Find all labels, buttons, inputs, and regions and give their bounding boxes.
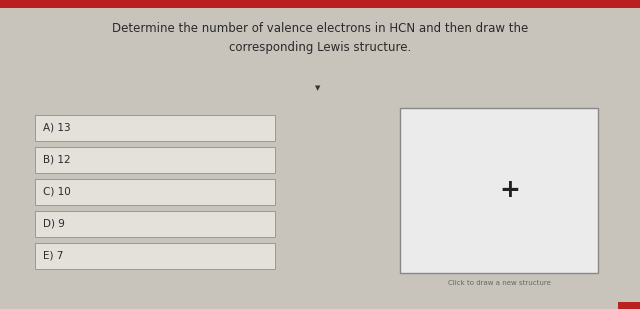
Text: ▼: ▼: [316, 85, 321, 91]
Text: Click to draw a new structure: Click to draw a new structure: [447, 280, 550, 286]
Text: E) 7: E) 7: [44, 251, 63, 261]
Text: C) 10: C) 10: [44, 187, 71, 197]
Text: A) 13: A) 13: [44, 123, 71, 133]
Bar: [400, 108, 598, 273]
Bar: [35, 147, 275, 173]
Text: D) 9: D) 9: [44, 219, 65, 229]
Bar: [35, 211, 275, 237]
Bar: [35, 243, 275, 269]
Text: +: +: [500, 178, 520, 202]
Text: B) 12: B) 12: [44, 155, 71, 165]
Text: Determine the number of valence electrons in HCN and then draw the
corresponding: Determine the number of valence electron…: [112, 22, 528, 54]
Bar: [0, 0, 640, 8]
Bar: [618, 302, 640, 309]
Bar: [35, 115, 275, 141]
Bar: [35, 179, 275, 205]
